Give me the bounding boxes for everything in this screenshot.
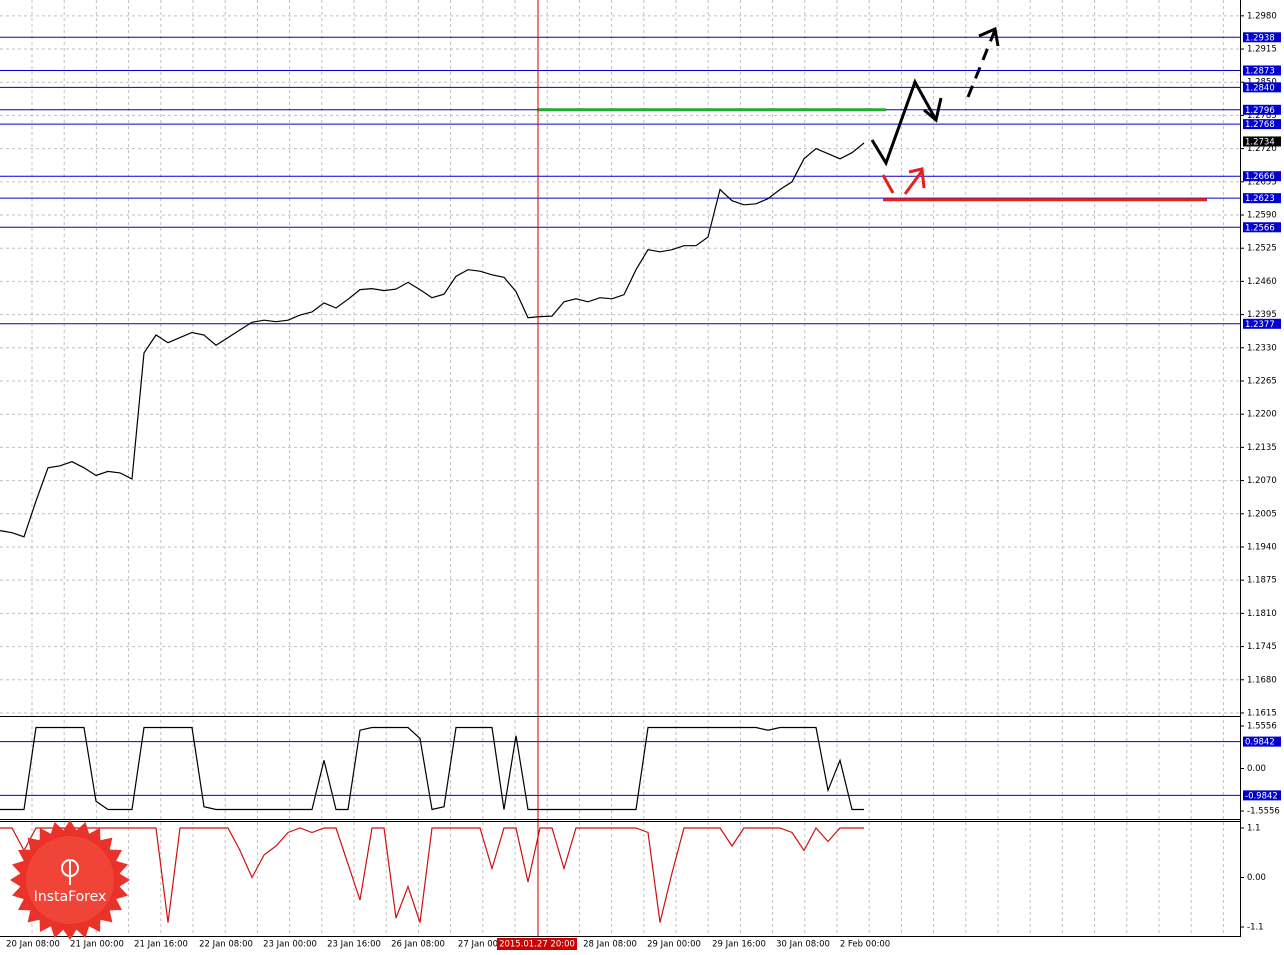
grid xyxy=(0,0,1240,936)
level-label: -0.9842 xyxy=(1245,791,1278,801)
forecast-dashed-arrowhead xyxy=(978,26,1000,47)
level-label-box xyxy=(1243,318,1281,329)
level-label: 1.2768 xyxy=(1245,120,1275,130)
y-tick-label: 1.2005 xyxy=(1247,509,1277,519)
y-tick-label: 1.1615 xyxy=(1247,708,1277,718)
forecast-path xyxy=(870,78,938,167)
price-axes: 1.29801.29151.28501.27851.27201.26551.25… xyxy=(1240,11,1281,932)
y-tick-label: 1.5556 xyxy=(1247,721,1277,731)
pullback-arrow xyxy=(903,170,924,195)
forecast-arrowhead xyxy=(923,97,943,123)
logo: InstaForex xyxy=(10,820,130,940)
y-tick-label: 1.1875 xyxy=(1247,576,1277,586)
x-tick-label: 21 Jan 16:00 xyxy=(134,940,188,950)
pullback-dash xyxy=(881,174,895,194)
level-label-box xyxy=(1243,104,1281,115)
y-tick-label: 1.1745 xyxy=(1247,642,1277,652)
x-tick-label: 21 Jan 00:00 xyxy=(70,940,124,950)
level-label: 1.2666 xyxy=(1245,172,1275,182)
level-label: 1.2840 xyxy=(1245,83,1275,93)
level-label-box xyxy=(1243,82,1281,93)
x-tick-label: 28 Jan 08:00 xyxy=(583,940,637,950)
y-tick-label: 1.2915 xyxy=(1247,45,1277,55)
y-tick-label: 1.2070 xyxy=(1247,476,1277,486)
y-tick-label: 1.2525 xyxy=(1247,244,1277,254)
level-label: 1.2873 xyxy=(1245,66,1275,76)
cursor-time-box xyxy=(497,938,577,950)
y-tick-label: -1.1 xyxy=(1247,922,1264,932)
y-tick-label: 1.2330 xyxy=(1247,343,1277,353)
level-label-box xyxy=(1243,119,1281,130)
level-label: 1.2566 xyxy=(1245,223,1275,233)
y-tick-label: 1.2200 xyxy=(1247,410,1277,420)
series-line xyxy=(0,142,865,538)
forecast-drawings xyxy=(870,26,1000,195)
level-label-box xyxy=(1243,790,1281,801)
logo-text: InstaForex xyxy=(34,889,107,905)
x-tick-label: 29 Jan 16:00 xyxy=(712,940,766,950)
y-tick-label: 1.2655 xyxy=(1247,177,1277,187)
level-label-box xyxy=(1243,193,1281,204)
x-tick-label: 26 Jan 08:00 xyxy=(391,940,445,950)
plot xyxy=(0,36,1240,923)
y-tick-label: -1.5556 xyxy=(1247,806,1280,816)
y-tick-label: 1.2395 xyxy=(1247,310,1277,320)
current-price-label: 1.2734 xyxy=(1245,137,1275,147)
panel-frames xyxy=(0,0,1241,937)
y-tick-label: 1.2460 xyxy=(1247,277,1277,287)
y-tick-label: 1.2590 xyxy=(1247,211,1277,221)
series-line xyxy=(0,726,864,811)
level-label: 1.2623 xyxy=(1245,194,1275,204)
level-label: 0.9842 xyxy=(1245,738,1275,748)
series-line xyxy=(0,826,864,923)
x-tick-label: 23 Jan 00:00 xyxy=(263,940,317,950)
level-label: 1.2796 xyxy=(1245,106,1275,116)
level-label-box xyxy=(1243,32,1281,43)
x-tick-label: 23 Jan 16:00 xyxy=(327,940,381,950)
y-tick-label: 1.2265 xyxy=(1247,376,1277,386)
x-tick-label: 27 Jan 00 xyxy=(458,940,498,950)
y-tick-label: 1.2980 xyxy=(1247,11,1277,21)
y-tick-label: 1.1 xyxy=(1247,823,1261,833)
x-tick-label: 29 Jan 00:00 xyxy=(647,940,701,950)
cursor-time-label: 2015.01.27 20:00 xyxy=(499,940,575,950)
y-tick-label: 1.1810 xyxy=(1247,609,1277,619)
level-label: 1.2938 xyxy=(1245,33,1275,43)
current-price-box xyxy=(1243,136,1281,147)
y-tick-label: 0.00 xyxy=(1247,764,1266,774)
x-tick-label: 22 Jan 08:00 xyxy=(199,940,253,950)
level-label-box xyxy=(1243,171,1281,182)
level-label-box xyxy=(1243,222,1281,233)
y-tick-label: 1.2785 xyxy=(1247,111,1277,121)
y-tick-label: 1.1940 xyxy=(1247,542,1277,552)
level-label-box xyxy=(1243,65,1281,76)
x-tick-label: 30 Jan 08:00 xyxy=(776,940,830,950)
y-tick-label: 1.1680 xyxy=(1247,675,1277,685)
pullback-arrowhead xyxy=(908,167,926,189)
y-tick-label: 0.00 xyxy=(1247,873,1266,883)
x-tick-label: 20 Jan 08:00 xyxy=(6,940,60,950)
forecast-dashed xyxy=(966,29,997,98)
logo-icon xyxy=(61,859,79,885)
x-tick-label: 2 Feb 00:00 xyxy=(840,940,890,950)
level-label: 1.2377 xyxy=(1245,320,1275,330)
y-tick-label: 1.2720 xyxy=(1247,144,1277,154)
y-tick-label: 1.2135 xyxy=(1247,443,1277,453)
time-axis: 20 Jan 08:00 21 Jan 00:00 21 Jan 16:00 22 J… xyxy=(6,938,890,950)
level-label-box xyxy=(1243,736,1281,747)
